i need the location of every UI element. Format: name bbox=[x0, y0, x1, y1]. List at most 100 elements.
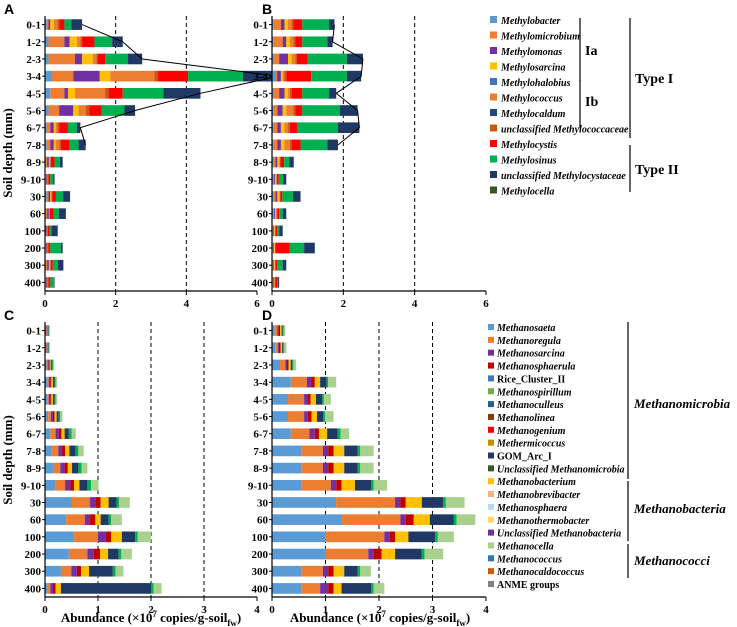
legend-swatch bbox=[490, 155, 497, 163]
bar-segment bbox=[60, 242, 63, 254]
bar-row-300 bbox=[272, 259, 287, 271]
bar-segment bbox=[50, 583, 53, 594]
bar-segment bbox=[45, 497, 72, 508]
panel-label: D bbox=[262, 307, 272, 323]
y-tick-label: 3-4 bbox=[253, 377, 268, 389]
bar-segment bbox=[119, 497, 130, 508]
bar-segment bbox=[315, 394, 323, 405]
bar-segment bbox=[301, 462, 323, 474]
bar-segment bbox=[302, 19, 330, 30]
legend-label: Methylocystis bbox=[500, 140, 557, 151]
y-tick-label: 60 bbox=[257, 209, 269, 221]
legend-label: Unclassified Methanobacteria bbox=[497, 529, 621, 540]
bar-segment bbox=[276, 277, 279, 288]
panel-A: A0-11-22-33-44-55-66-77-88-99-1030601002… bbox=[4, 1, 279, 310]
y-tick-label: 7-8 bbox=[26, 446, 41, 458]
bar-segment bbox=[281, 325, 283, 336]
legend-swatch bbox=[488, 324, 494, 330]
bar-segment bbox=[47, 583, 51, 594]
x-axis-title: Abundance (×107 copies/g-soilfw) bbox=[61, 609, 241, 627]
x-tick-label: 1 bbox=[323, 604, 329, 616]
legend-swatch bbox=[488, 516, 494, 523]
bar-segment bbox=[48, 191, 51, 202]
legend-swatch bbox=[488, 555, 494, 562]
legend-methanogens: Methanosaeta Methanoregula Methanosarcina M… bbox=[488, 322, 731, 591]
bar-segment bbox=[78, 462, 82, 474]
bar-segment bbox=[52, 359, 55, 371]
bar-segment bbox=[272, 514, 342, 525]
bar-segment bbox=[357, 462, 361, 474]
bar-segment bbox=[274, 225, 276, 237]
y-tick-label: 7-8 bbox=[253, 446, 268, 458]
bar-segment bbox=[289, 36, 294, 48]
bar-segment bbox=[47, 342, 49, 354]
bar-segment bbox=[279, 191, 280, 202]
bar-segment bbox=[55, 583, 61, 594]
bar-segment bbox=[48, 411, 51, 422]
y-tick-label: 1-2 bbox=[26, 343, 41, 355]
bar-segment bbox=[286, 105, 294, 116]
bar-segment bbox=[50, 242, 61, 254]
bar-segment bbox=[274, 208, 276, 219]
y-tick-label: 7-8 bbox=[253, 140, 268, 152]
bar-segment bbox=[325, 548, 369, 560]
bar-segment bbox=[74, 479, 80, 491]
bar-segment bbox=[275, 259, 276, 271]
bar-segment bbox=[290, 376, 307, 388]
bar-segment bbox=[302, 105, 340, 116]
bar-segment bbox=[48, 376, 51, 388]
bar-segment bbox=[55, 122, 58, 134]
bar-segment bbox=[52, 259, 59, 271]
bar-segment bbox=[47, 394, 49, 405]
bar-row-9-10 bbox=[272, 479, 388, 491]
bar-segment bbox=[45, 88, 51, 99]
bar-row-1-2 bbox=[272, 36, 333, 48]
bar-segment bbox=[50, 376, 52, 388]
bar-row-400 bbox=[272, 277, 280, 288]
bar-segment bbox=[46, 325, 48, 336]
bar-segment bbox=[55, 394, 58, 405]
bar-segment bbox=[79, 479, 88, 491]
bar-segment bbox=[429, 514, 454, 525]
bar-segment bbox=[273, 19, 281, 30]
y-axis-title: Soil depth (mm) bbox=[0, 415, 15, 505]
y-tick-label: 1-2 bbox=[253, 37, 268, 49]
bar-segment bbox=[279, 53, 289, 65]
bar-segment bbox=[272, 479, 302, 491]
bar-segment bbox=[54, 376, 56, 388]
legend-label: Methylosinus bbox=[500, 156, 557, 167]
bar-segment bbox=[45, 548, 69, 560]
bar-segment bbox=[279, 88, 285, 99]
bar-segment bbox=[285, 359, 287, 371]
bar-segment bbox=[319, 428, 328, 440]
bar-row-60 bbox=[272, 514, 476, 525]
bar-segment bbox=[49, 156, 51, 168]
legend-label: Methylohalobius bbox=[500, 78, 571, 89]
legend-label: Methanocaldococcus bbox=[496, 567, 584, 578]
bar-segment bbox=[301, 565, 323, 577]
bar-segment bbox=[47, 325, 48, 336]
bar-segment bbox=[395, 531, 409, 543]
bar-segment bbox=[48, 259, 50, 271]
bar-segment bbox=[435, 531, 438, 543]
bar-segment bbox=[74, 531, 98, 543]
bar-segment bbox=[344, 462, 358, 474]
legend-label: Methylomicrobium bbox=[500, 32, 580, 43]
bar-segment bbox=[45, 173, 47, 185]
bar-segment bbox=[51, 445, 59, 457]
bar-segment bbox=[413, 514, 430, 525]
bar-segment bbox=[288, 53, 292, 65]
bar-segment bbox=[47, 325, 49, 336]
bar-segment bbox=[405, 514, 414, 525]
legend-swatch bbox=[490, 186, 497, 194]
trend-line bbox=[332, 24, 364, 146]
legend-swatch bbox=[490, 109, 497, 116]
bar-segment bbox=[69, 139, 79, 151]
legend-label: Methanobacterium bbox=[496, 477, 576, 488]
bar-segment bbox=[47, 208, 49, 219]
bar-segment bbox=[346, 70, 362, 82]
bar-segment bbox=[289, 139, 292, 151]
bar-segment bbox=[301, 445, 323, 457]
bar-segment bbox=[275, 242, 290, 254]
legend-methanotrophs: Methylobacter Methylomicrobium Methylomona… bbox=[490, 16, 679, 198]
